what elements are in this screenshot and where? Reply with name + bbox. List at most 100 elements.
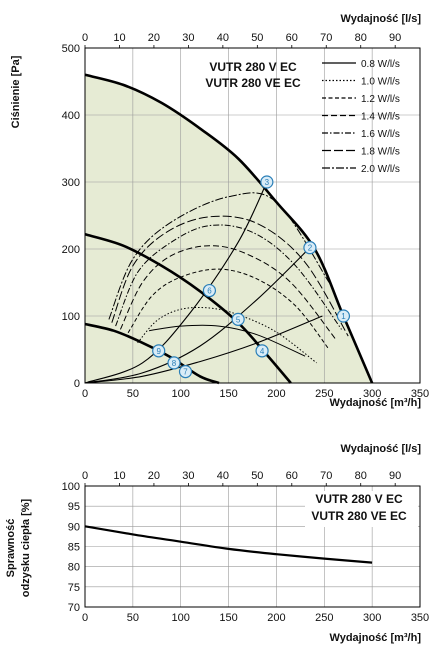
operating-point-label-6: 6 [207,287,212,296]
legend-label-3: 1.2 W/l/s [361,94,400,105]
c1-xtick-50: 50 [127,388,139,400]
c2-xtick-350: 350 [411,612,429,624]
efficiency-curve-7 [108,192,330,320]
operating-point-label-4: 4 [260,347,265,356]
efficiency-curve-5 [115,224,342,330]
legend-label-1: 0.8 W/l/s [361,59,400,70]
heat-recovery-line [84,525,373,564]
c1-x2tick-0: 0 [82,32,88,44]
c2-xtick-250: 250 [315,612,333,624]
operating-point-3 [260,175,274,189]
legend-label-7: 2.0 W/l/s [361,164,400,175]
top-axis-label-1: Wydajność [l/s] [341,13,422,25]
operating-point-label-5: 5 [236,315,241,324]
c2-ytick-85: 85 [68,542,80,554]
c1-x2tick-60: 60 [286,32,298,44]
system-curve-2 [84,247,311,384]
c2-ytick-75: 75 [68,582,80,594]
c1-xtick-350: 350 [411,388,429,400]
operating-point-label-8: 8 [172,359,177,368]
efficiency-curves [108,192,349,364]
c1-ytick-300: 300 [62,177,80,189]
c2-ytick-70: 70 [68,602,80,614]
operating-point-6 [202,283,217,298]
c1-x2tick-90: 90 [389,32,401,44]
c1-x2tick-20: 20 [148,32,160,44]
c1-x2tick-70: 70 [320,32,332,44]
c1-xtick-0: 0 [82,388,88,400]
c2-ytick-100: 100 [62,481,80,493]
c2-xtick-100: 100 [172,612,190,624]
pressure-chart-legend: 0.8 W/l/s 1.0 W/l/s 1.2 W/l/s 1.4 W/l/s 1.6 … [322,59,400,175]
model-name-3: VUTR 280 V EC [315,492,403,506]
operating-point-label-9: 9 [156,347,161,356]
model-name-1: VUTR 280 V EC [209,60,297,74]
efficiency-chart-frame [84,485,421,608]
operating-point-5 [231,312,245,326]
c1-ytick-400: 400 [62,110,80,122]
c2-xtick-0: 0 [82,612,88,624]
c1-ytick-200: 200 [62,244,80,256]
efficiency-curve-4 [119,245,337,340]
c1-ytick-500: 500 [62,43,80,55]
c2-xtick-50: 50 [127,612,139,624]
legend-label-5: 1.6 W/l/s [361,129,400,140]
operating-point-label-2: 2 [308,244,313,253]
c1-xtick-100: 100 [172,388,190,400]
model-name-2: VUTR 280 VE EC [205,76,301,90]
system-curves [84,181,323,384]
c2-x2tick-40: 40 [217,470,229,482]
c2-ytick-95: 95 [68,501,80,513]
pressure-chart-grid [85,48,420,383]
c2-x2tick-20: 20 [148,470,160,482]
legend-label-6: 1.8 W/l/s [361,147,400,158]
c2-x2tick-30: 30 [182,470,194,482]
operating-point-2 [303,241,317,255]
operating-point-1 [336,309,351,323]
c2-x2tick-80: 80 [355,470,367,482]
c2-x2tick-90: 90 [389,470,401,482]
c1-ytick-0: 0 [74,378,80,390]
system-curve-1 [84,315,323,384]
efficiency-curve-2 [137,306,317,364]
y-axis-label-2a: Sprawność [5,519,17,578]
operating-point-7 [178,365,193,379]
c2-xtick-200: 200 [267,612,285,624]
c1-x2tick-30: 30 [182,32,194,44]
x-axis-label-1: Wydajność [m³/h] [330,397,422,409]
operating-point-8 [167,356,181,370]
c1-xtick-200: 200 [267,388,285,400]
legend-label-4: 1.4 W/l/s [361,112,400,123]
operating-point-label-3: 3 [265,178,270,187]
c1-x2tick-10: 10 [113,32,125,44]
c1-x2tick-40: 40 [217,32,229,44]
efficiency-curve-1 [149,324,306,357]
efficiency-curve-3 [127,268,330,350]
pressure-chart-frame [84,47,421,384]
c2-x2tick-0: 0 [82,470,88,482]
c2-ytick-90: 90 [68,521,80,533]
system-curve-3 [84,181,268,384]
c2-ytick-80: 80 [68,562,80,574]
y-axis-label-1: Ciśnienie [Pa] [10,55,22,128]
c2-x2tick-50: 50 [251,470,263,482]
fan-curve-max [84,73,374,384]
c1-x2tick-80: 80 [355,32,367,44]
c1-xtick-300: 300 [363,388,381,400]
c2-x2tick-70: 70 [320,470,332,482]
top-axis-label-2: Wydajność [l/s] [341,443,422,455]
model-name-4: VUTR 280 VE EC [311,509,407,523]
efficiency-model-box [305,491,418,527]
operating-point-4 [255,344,269,358]
efficiency-curve-6 [111,215,349,337]
operating-point-9 [152,344,166,358]
operating-point-label-7: 7 [183,368,188,377]
operating-points: 1 2 3 4 5 6 78 9 [152,175,351,379]
c1-ytick-100: 100 [62,311,80,323]
legend-label-2: 1.0 W/l/s [361,77,400,88]
